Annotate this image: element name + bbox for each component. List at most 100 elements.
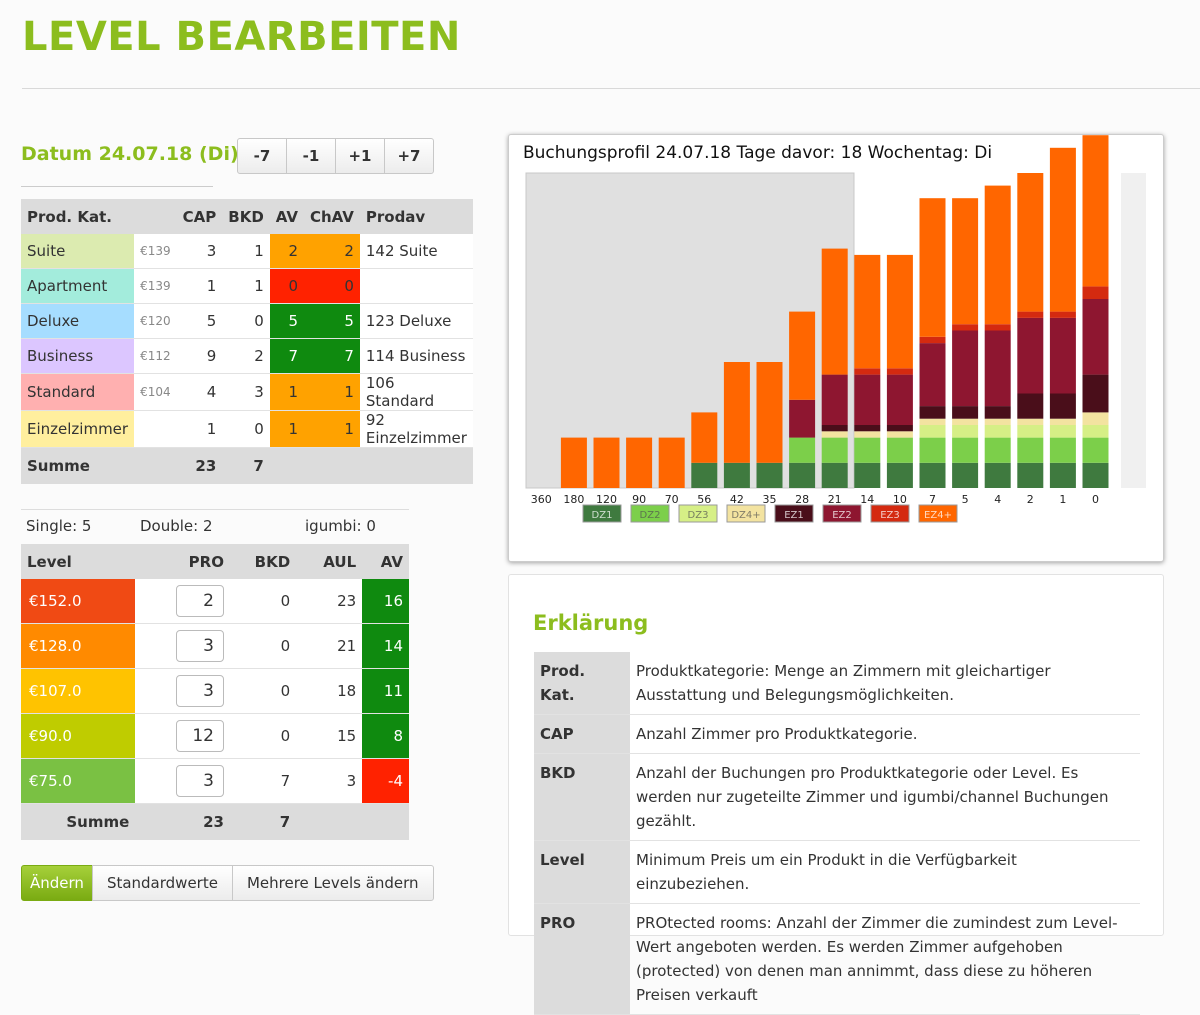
bkd-value: 1	[222, 234, 270, 269]
level-av-value: -4	[362, 758, 409, 804]
prodav-value: 106 Standard	[359, 373, 473, 411]
level-table: Level PRO BKD AUL AV €152.0 2 0 23 16 €128.0 3…	[21, 544, 409, 840]
bar-ez2-10	[886, 374, 913, 425]
level-sum-row: Summe 23 7	[21, 803, 409, 840]
av-value: 1	[269, 410, 304, 448]
legend-label: DZ2	[640, 510, 661, 521]
x-tick-label: 70	[665, 493, 679, 506]
level-sum-empty	[296, 803, 409, 840]
level-av-value: 16	[362, 579, 409, 624]
table-row: Business €112 9 2 7 7 114 Business	[21, 338, 473, 374]
explanation-row: Level Minimum Preis um ein Produkt in die…	[534, 840, 1140, 904]
bar-dz3-0	[1082, 425, 1109, 438]
bar-dz3-5	[952, 425, 979, 438]
bar-dz3-7	[919, 425, 946, 438]
bar-dz4plus-7	[919, 418, 946, 425]
legend-label: DZ3	[688, 510, 709, 521]
nav-plus-7-button[interactable]: +7	[384, 138, 434, 174]
bar-dz4plus-5	[952, 418, 979, 425]
pro-input[interactable]: 3	[175, 675, 224, 707]
chav-value: 1	[303, 373, 360, 411]
bar-dz4plus-21	[821, 431, 848, 438]
counts-divider	[21, 509, 409, 510]
explanation-text: PROtected rooms: Anzahl der Zimmer die z…	[630, 903, 1140, 1015]
bar-ez4plus-56	[691, 412, 718, 463]
sum-row: Summe 23 7	[21, 447, 473, 484]
single-count: Single: 5	[26, 517, 92, 535]
legend-label: EZ1	[784, 510, 804, 521]
explanation-row: PRO PROtected rooms: Anzahl der Zimmer di…	[534, 903, 1140, 1015]
av-value: 2	[269, 234, 304, 269]
level-av-value: 11	[362, 668, 409, 714]
legend-swatch	[582, 504, 622, 523]
bkd-value: 0	[222, 303, 270, 339]
bar-dz1-14	[854, 462, 881, 488]
bkd-value: 0	[222, 410, 270, 448]
table-row: €75.0 3 7 3 -4	[21, 758, 409, 804]
date-nav-group: -7 -1 +1 +7	[237, 138, 434, 174]
legend-swatch	[822, 504, 862, 523]
nav-plus-1-button[interactable]: +1	[335, 138, 385, 174]
bkd-value: 1	[222, 268, 270, 304]
x-tick-label: 0	[1092, 493, 1099, 506]
bar-dz1-5	[952, 462, 979, 488]
page-title: LEVEL BEARBEITEN	[22, 14, 461, 60]
title-divider	[22, 88, 1200, 89]
bar-ez4plus-35	[756, 362, 783, 463]
bar-ez1-14	[854, 425, 881, 432]
category-name: Business	[21, 338, 135, 374]
pro-input[interactable]: 2	[175, 585, 224, 617]
bar-dz1-21	[821, 462, 848, 488]
cap-value: 1	[176, 268, 223, 304]
action-button-group: Ändern Standardwerte Mehrere Levels ände…	[21, 865, 434, 901]
change-button[interactable]: Ändern	[21, 865, 93, 901]
header-av: AV	[269, 199, 304, 234]
chav-value: 7	[303, 338, 360, 374]
pro-input[interactable]: 3	[175, 630, 224, 662]
bar-ez4plus-1	[1049, 147, 1076, 312]
table-row: €152.0 2 0 23 16	[21, 579, 409, 624]
nav-minus-7-button[interactable]: -7	[237, 138, 287, 174]
pro-input[interactable]: 12	[175, 720, 224, 752]
nav-minus-1-button[interactable]: -1	[286, 138, 336, 174]
defaults-button[interactable]: Standardwerte	[91, 865, 233, 901]
bar-ez1-7	[919, 406, 946, 419]
bar-dz1-4	[984, 462, 1011, 488]
bar-ez2-28	[789, 399, 816, 438]
bar-ez1-1	[1049, 393, 1076, 419]
explanation-title: Erklärung	[533, 611, 649, 635]
category-price: €139	[134, 268, 177, 304]
table-header-row: Prod. Kat. CAP BKD AV ChAV Prodav	[21, 199, 473, 234]
sum-label: Summe	[21, 447, 177, 484]
table-row: Einzelzimmer 1 0 1 1 92 Einzelzimmer	[21, 410, 473, 448]
x-tick-label: 56	[697, 493, 711, 506]
cap-value: 3	[176, 234, 223, 269]
level-price: €90.0	[21, 713, 136, 759]
bar-ez2-7	[919, 343, 946, 407]
pro-input[interactable]: 3	[175, 765, 224, 797]
bar-ez4plus-120	[593, 437, 620, 488]
booking-profile-chart-panel: Buchungsprofil 24.07.18 Tage davor: 18 W…	[508, 134, 1164, 562]
av-value: 1	[269, 373, 304, 411]
bar-dz1-7	[919, 462, 946, 488]
bar-ez2-14	[854, 374, 881, 425]
explanation-term: BKD	[534, 753, 630, 841]
category-price: €139	[134, 234, 177, 269]
x-tick-label: 28	[795, 493, 809, 506]
prodav-value	[359, 268, 473, 304]
multi-level-button[interactable]: Mehrere Levels ändern	[231, 865, 434, 901]
header-prodav: Prodav	[359, 199, 473, 234]
explanation-text: Minimum Preis um ein Produkt in die Verf…	[630, 840, 1140, 904]
sum-cap: 23	[176, 447, 223, 484]
bkd-value: 2	[222, 338, 270, 374]
bar-dz4plus-10	[886, 431, 913, 438]
x-tick-label: 1	[1059, 493, 1066, 506]
bar-dz2-5	[952, 437, 979, 463]
bar-dz2-10	[886, 437, 913, 463]
double-count: Double: 2	[140, 517, 213, 535]
x-tick-label: 90	[632, 493, 646, 506]
legend-label: DZ1	[592, 510, 613, 521]
legend-swatch	[726, 504, 766, 523]
pro-cell: 12	[135, 713, 230, 759]
